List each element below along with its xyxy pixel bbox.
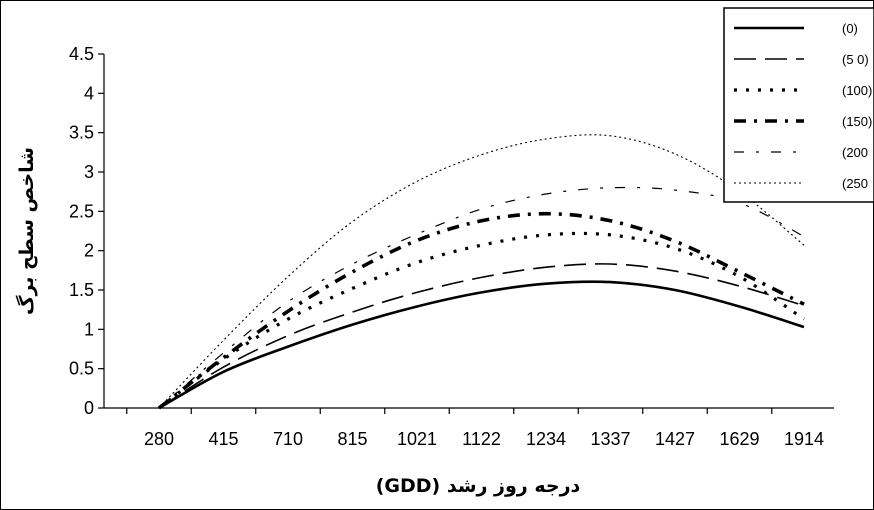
y-axis-title: شاخص سطح برگ xyxy=(15,147,38,315)
x-tick-label: 1427 xyxy=(655,429,695,449)
legend-label: (150) xyxy=(842,114,872,129)
x-tick-label: 415 xyxy=(208,429,238,449)
x-axis-title: درجه روز رشد (GDD) xyxy=(376,475,581,497)
series-line xyxy=(158,231,805,410)
x-tick-label: 280 xyxy=(144,429,174,449)
y-tick-label: 2.5 xyxy=(69,201,94,221)
y-tick-label: 4.5 xyxy=(69,44,94,64)
y-tick-label: 1.5 xyxy=(69,280,94,300)
series-line xyxy=(158,263,805,409)
y-tick-label: 2 xyxy=(84,241,94,261)
series-lines xyxy=(157,134,805,410)
legend-label: (100) xyxy=(842,83,872,98)
legend-label: (200 xyxy=(842,145,868,160)
series-line xyxy=(158,134,805,409)
axes: 0 0.5 1 1.5 2 2.5 3 3.5 4 4.5 280 415 710 815 1021 1122… xyxy=(69,44,834,449)
y-tick-label: 0 xyxy=(84,398,94,418)
legend-label: (0) xyxy=(842,21,858,36)
legend-label: (5 0) xyxy=(842,52,869,67)
x-tick-label: 815 xyxy=(337,429,367,449)
x-tick-label: 710 xyxy=(273,429,303,449)
legend-label: (250 xyxy=(842,176,868,191)
series-line xyxy=(158,280,805,410)
x-tick-label: 1914 xyxy=(784,429,824,449)
x-tick-label: 1122 xyxy=(462,429,501,449)
legend: (0) (5 0) (100) (150) (200 (250 xyxy=(723,7,874,203)
series-line xyxy=(158,186,805,409)
y-tick-label: 0.5 xyxy=(69,359,94,379)
x-tick-label: 1629 xyxy=(719,429,759,449)
legend-box xyxy=(723,7,874,203)
y-tick-label: 3 xyxy=(84,162,94,182)
y-tick-label: 1 xyxy=(84,319,94,339)
y-tick-label: 3.5 xyxy=(69,123,94,143)
x-tick-label: 1337 xyxy=(590,429,630,449)
y-tick-label: 4 xyxy=(84,83,94,103)
x-tick-label: 1021 xyxy=(397,429,437,449)
x-tick-label: 1234 xyxy=(526,429,566,449)
series-line xyxy=(157,211,805,410)
